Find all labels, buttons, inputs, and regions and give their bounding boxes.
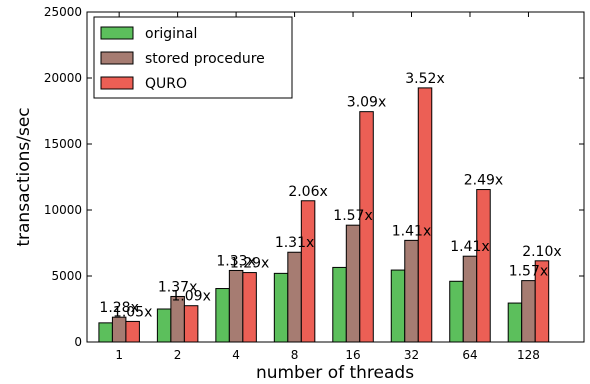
- x-tick-label: 1: [115, 348, 123, 362]
- speedup-label: 1.41x: [392, 223, 431, 239]
- x-tick-label: 8: [291, 348, 299, 362]
- x-tick-label: 4: [232, 348, 240, 362]
- bar-quro: [242, 272, 257, 343]
- speedup-label: 1.33x: [216, 253, 255, 269]
- bars-group: [98, 87, 550, 343]
- bar-stored-procedure: [345, 224, 361, 343]
- speedup-label: 1.57x: [333, 208, 372, 224]
- bar-original: [390, 269, 406, 343]
- speedup-label: 2.06x: [288, 184, 327, 200]
- bar-quro: [476, 189, 491, 343]
- bar-quro: [300, 200, 316, 343]
- bar-quro: [417, 87, 433, 343]
- bar-stored-procedure: [228, 269, 244, 343]
- speedup-label: 2.49x: [464, 173, 503, 189]
- bar-original: [449, 280, 464, 343]
- legend-swatch: [100, 51, 134, 65]
- bar-stored-procedure: [404, 239, 419, 343]
- legend-label: stored procedure: [145, 51, 265, 67]
- x-tick-label: 128: [517, 348, 540, 362]
- legend: original stored procedure QURO: [93, 16, 293, 99]
- bar-quro: [125, 320, 140, 343]
- y-tick-label: 5000: [51, 269, 82, 283]
- speedup-label: 1.41x: [450, 239, 489, 255]
- bar-original: [98, 322, 113, 343]
- bar-original: [215, 288, 230, 343]
- y-tick-label: 25000: [44, 5, 82, 19]
- x-tick-label: 16: [345, 348, 360, 362]
- bar-stored-procedure: [287, 251, 302, 343]
- speedup-label: 1.37x: [158, 279, 197, 295]
- bar-original: [156, 308, 172, 343]
- speedup-label: 3.09x: [347, 95, 386, 111]
- speedup-label: 1.57x: [509, 264, 548, 280]
- legend-swatch: [100, 76, 134, 90]
- speedup-label: 1.28x: [99, 300, 138, 316]
- bar-original: [273, 272, 289, 343]
- legend-swatch: [100, 26, 134, 40]
- speedup-label: 1.09x: [171, 289, 210, 305]
- legend-label: original: [145, 26, 197, 42]
- y-axis: 0 5000 10000 15000 20000 25000: [44, 5, 584, 349]
- speedup-label: 3.52x: [405, 71, 444, 87]
- x-tick-label: 64: [462, 348, 477, 362]
- speedup-label: 1.31x: [275, 235, 314, 251]
- legend-label: QURO: [145, 76, 187, 92]
- bar-original: [507, 302, 523, 343]
- bar-quro: [359, 111, 374, 343]
- x-tick-label: 2: [174, 348, 182, 362]
- bar-stored-procedure: [111, 316, 127, 343]
- y-axis-title: transactions/sec: [14, 107, 34, 246]
- y-tick-label: 10000: [44, 203, 82, 217]
- speedup-label: 1.05x: [113, 304, 152, 320]
- bar-stored-procedure: [462, 255, 478, 343]
- speedup-label: 1.29x: [230, 256, 269, 272]
- bar-quro: [183, 305, 199, 343]
- bar-quro: [534, 260, 550, 343]
- y-tick-label: 20000: [44, 71, 82, 85]
- y-tick-label: 15000: [44, 137, 82, 151]
- x-tick-label: 32: [404, 348, 419, 362]
- bar-original: [332, 266, 347, 343]
- x-axis-title: number of threads: [256, 363, 414, 383]
- bar-stored-procedure: [521, 280, 536, 343]
- y-tick-label: 0: [74, 335, 82, 349]
- speedup-label: 2.10x: [522, 244, 561, 260]
